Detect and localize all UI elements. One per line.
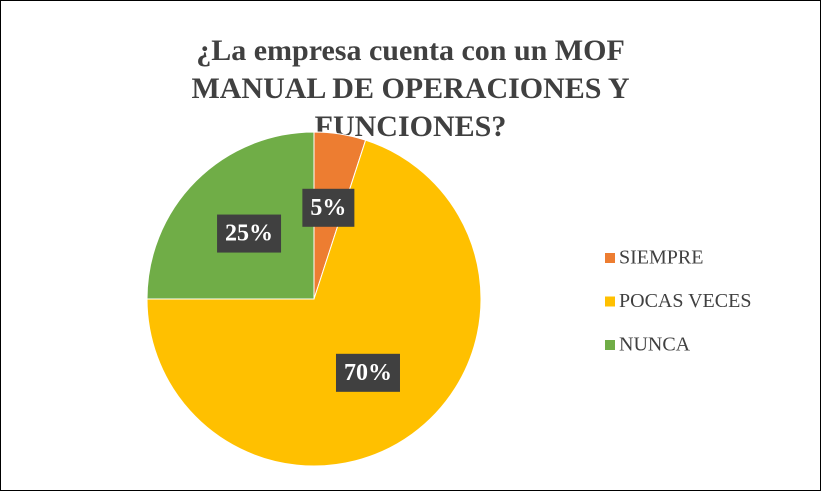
chart-title: ¿La empresa cuenta con un MOF MANUAL DE … <box>191 34 630 143</box>
data-label-box <box>335 353 400 392</box>
data-label: 25% <box>217 214 282 253</box>
data-label-box <box>217 214 282 253</box>
data-label-box <box>302 188 355 227</box>
legend-swatch <box>605 340 615 350</box>
data-label: 70% <box>335 353 400 392</box>
data-label-text: 5% <box>310 195 346 221</box>
legend-label: SIEMPRE <box>619 247 703 269</box>
legend-swatch <box>605 253 615 263</box>
data-label-text: 25% <box>225 221 273 247</box>
legend-label: POCAS VECES <box>619 290 751 312</box>
data-label: 5% <box>302 188 355 227</box>
legend-label: NUNCA <box>619 334 691 356</box>
legend-swatch <box>605 296 615 307</box>
data-label-text: 70% <box>344 360 392 386</box>
